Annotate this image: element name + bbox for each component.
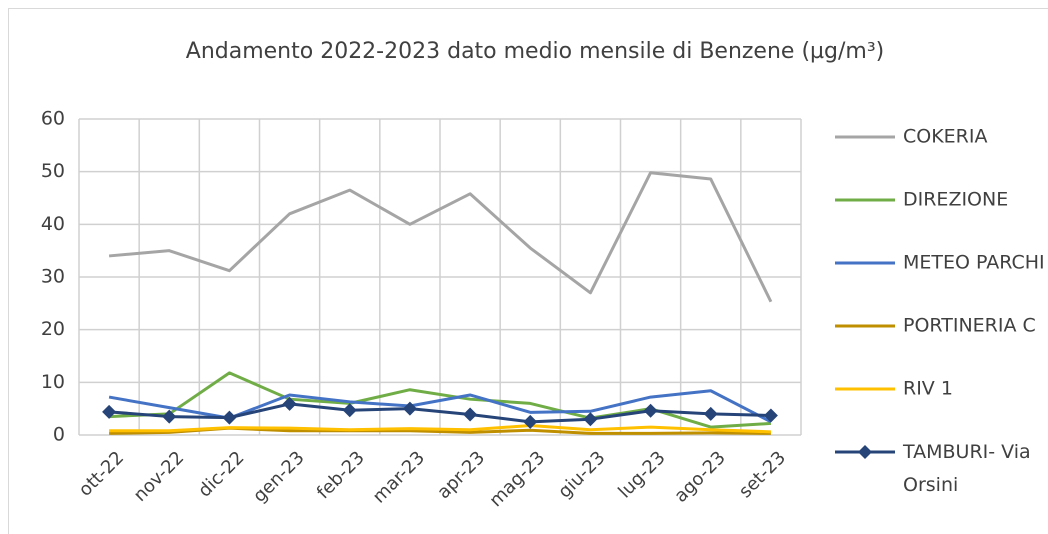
legend-marker bbox=[858, 445, 872, 459]
legend-label: METEO PARCHI bbox=[903, 252, 1045, 274]
y-tick-label: 60 bbox=[41, 108, 65, 130]
series-line bbox=[109, 424, 771, 434]
y-tick-label: 50 bbox=[41, 160, 65, 182]
point-marker bbox=[162, 409, 177, 424]
point-marker bbox=[643, 403, 658, 418]
y-tick-label: 10 bbox=[41, 371, 65, 393]
legend-label: TAMBURI- Via Orsini bbox=[902, 441, 1031, 496]
y-tick-label: 20 bbox=[41, 318, 65, 340]
legend-label: COKERIA bbox=[903, 126, 988, 148]
y-tick-label: 30 bbox=[41, 266, 65, 288]
legend-label: PORTINERIA C bbox=[903, 315, 1036, 337]
point-marker bbox=[763, 408, 778, 423]
series-line bbox=[108, 171, 773, 303]
point-marker bbox=[463, 407, 478, 422]
legend-label-line: Orsini bbox=[903, 474, 958, 496]
series-line bbox=[108, 402, 771, 424]
legend-label-line: TAMBURI- Via bbox=[902, 441, 1031, 463]
point-marker bbox=[402, 401, 417, 416]
legend-label: RIV 1 bbox=[903, 378, 953, 400]
chart-title: Andamento 2022-2023 dato medio mensile d… bbox=[186, 39, 884, 64]
point-marker bbox=[222, 410, 237, 425]
legend-label: DIREZIONE bbox=[903, 189, 1008, 211]
point-marker bbox=[342, 403, 357, 418]
point-marker bbox=[583, 412, 598, 427]
point-marker bbox=[282, 396, 297, 411]
point-marker bbox=[102, 404, 117, 419]
point-marker bbox=[523, 414, 538, 429]
point-marker bbox=[703, 406, 718, 421]
chart-frame bbox=[8, 8, 1048, 534]
y-tick-label: 0 bbox=[53, 424, 65, 446]
y-tick-label: 40 bbox=[41, 213, 65, 235]
